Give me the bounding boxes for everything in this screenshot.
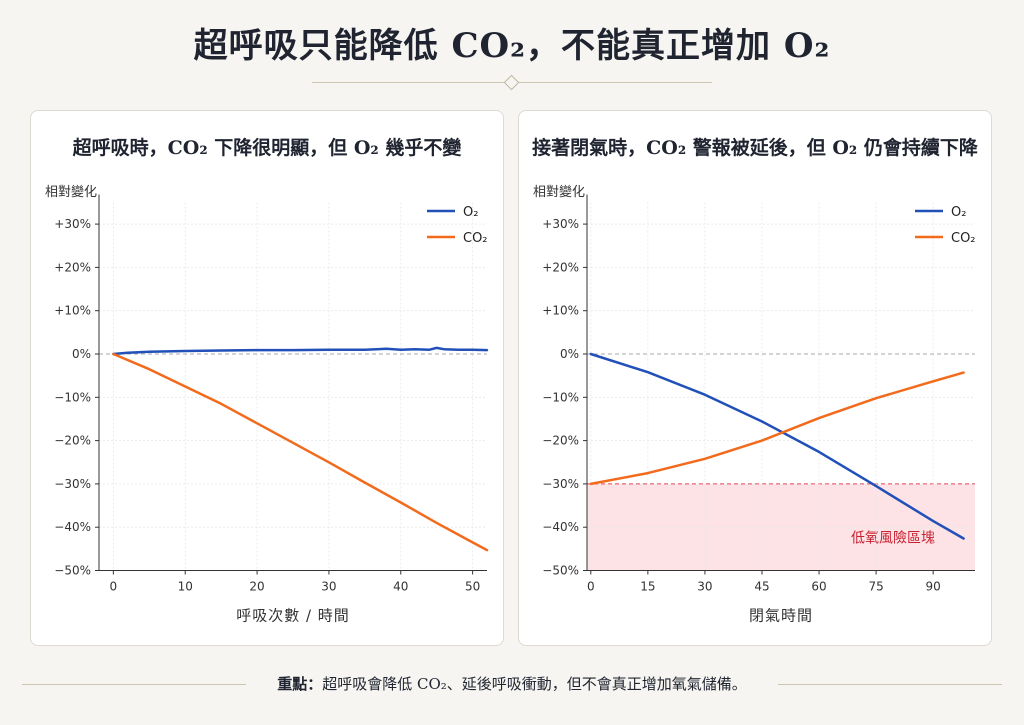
left-chart-title: 超呼吸時，CO₂ 下降很明顯，但 O₂ 幾乎不變	[31, 133, 503, 160]
series-line-o2	[113, 348, 487, 354]
x-tick-label: 75	[868, 580, 883, 594]
right-chart-panel: 低氧風險區塊 +30% +20% +10% 0% −10% −20% −30% −40% −50%…	[518, 110, 992, 646]
right-chart-svg: 低氧風險區塊 +30% +20% +10% 0% −10% −20% −30% −40% −50%…	[519, 111, 993, 647]
legend-label-o2: O₂	[463, 205, 478, 220]
y-axis-label: 相對變化	[45, 184, 97, 200]
x-tick-label: 90	[926, 580, 941, 594]
x-tick-label: 30	[697, 580, 712, 594]
y-tick-label: −30%	[54, 477, 91, 491]
y-tick-label: 0%	[72, 347, 91, 361]
footer-note: 重點：超呼吸會降低 CO₂、延後呼吸衝動，但不會真正增加氧氣儲備。	[0, 673, 1024, 694]
y-tick-label: −40%	[54, 520, 91, 534]
y-tick-label: +10%	[542, 304, 579, 318]
page-title: 超呼吸只能降低 CO₂，不能真正增加 O₂	[0, 18, 1024, 67]
x-tick-label: 10	[178, 580, 193, 594]
footer-body: 超呼吸會降低 CO₂、延後呼吸衝動，但不會真正增加氧氣儲備。	[322, 675, 747, 693]
x-tick-label: 20	[249, 580, 264, 594]
y-tick-label: −40%	[542, 520, 579, 534]
series-line-co2	[113, 354, 487, 550]
y-tick-label: +30%	[54, 217, 91, 231]
footer-key: 重點：	[277, 675, 322, 693]
risk-zone-label: 低氧風險區塊	[851, 530, 935, 546]
y-tick-label: −20%	[54, 434, 91, 448]
y-tick-label: +10%	[54, 304, 91, 318]
x-tick-label: 50	[465, 580, 480, 594]
y-tick-label: −50%	[54, 564, 91, 578]
legend-label-co2: CO₂	[951, 231, 976, 246]
legend-label-co2: CO₂	[463, 231, 488, 246]
right-chart-title: 接著閉氣時，CO₂ 警報被延後，但 O₂ 仍會持續下降	[519, 133, 991, 160]
y-tick-label: +20%	[542, 260, 579, 274]
y-tick-label: −10%	[54, 390, 91, 404]
divider-diamond	[504, 75, 520, 91]
x-tick-label: 0	[587, 580, 595, 594]
x-tick-label: 60	[811, 580, 826, 594]
y-tick-label: +20%	[54, 260, 91, 274]
x-tick-label: 45	[754, 580, 769, 594]
left-chart-panel: +30% +20% +10% 0% −10% −20% −30% −40% −50% 0 10 20 3…	[30, 110, 504, 646]
y-tick-label: −20%	[542, 434, 579, 448]
x-tick-label: 15	[640, 580, 655, 594]
y-tick-label: +30%	[542, 217, 579, 231]
y-tick-label: −10%	[542, 390, 579, 404]
x-tick-label: 0	[110, 580, 118, 594]
y-tick-label: 0%	[560, 347, 579, 361]
y-tick-label: −30%	[542, 477, 579, 491]
legend-label-o2: O₂	[951, 205, 966, 220]
x-axis-label: 閉氣時間	[749, 607, 813, 625]
left-chart-svg: +30% +20% +10% 0% −10% −20% −30% −40% −50% 0 10 20 3…	[31, 111, 505, 647]
y-axis-label: 相對變化	[533, 184, 585, 200]
y-tick-label: −50%	[542, 564, 579, 578]
x-tick-label: 30	[321, 580, 336, 594]
x-axis-label: 呼吸次數 / 時間	[236, 607, 350, 625]
x-tick-label: 40	[393, 580, 408, 594]
